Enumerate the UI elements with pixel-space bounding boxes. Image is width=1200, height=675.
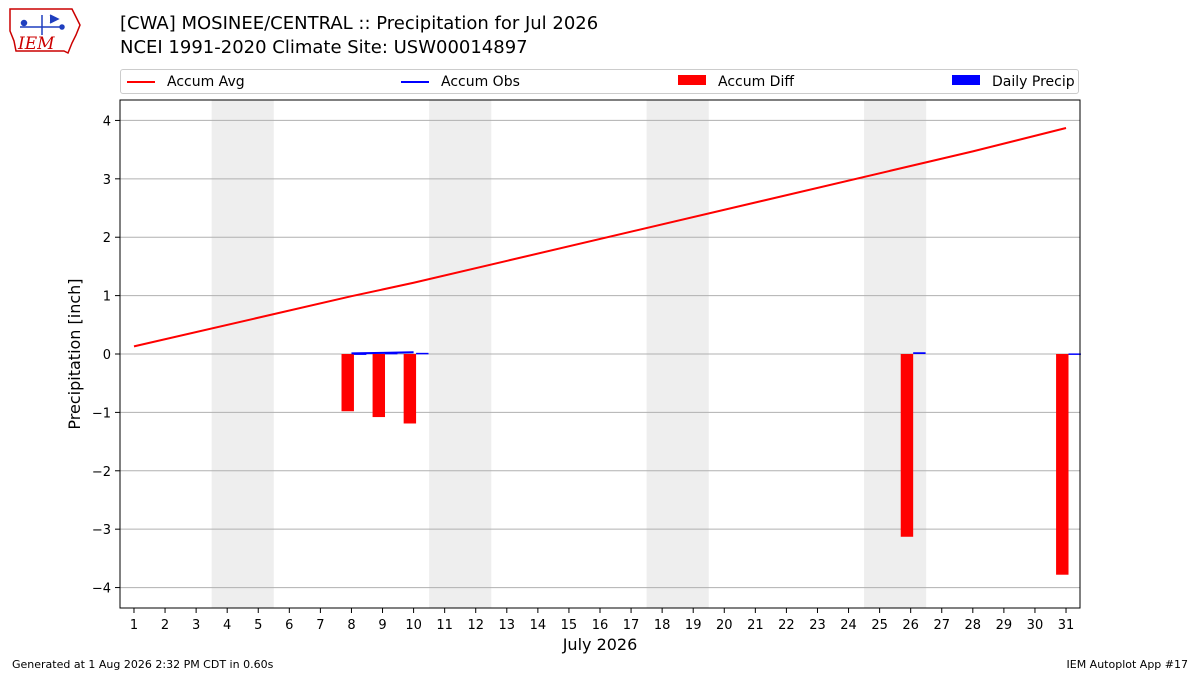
x-tick-label: 21 [747, 618, 764, 633]
logo-text: IEM [17, 34, 55, 54]
x-tick-label: 27 [933, 618, 950, 633]
accum-diff-bar [341, 354, 354, 412]
legend-label-accum-avg: Accum Avg [167, 74, 245, 90]
x-tick-label: 10 [405, 618, 422, 633]
title-line-1: [CWA] MOSINEE/CENTRAL :: Precipitation f… [120, 13, 599, 34]
legend-swatch-accum-diff [678, 75, 706, 85]
y-tick-label: −3 [92, 523, 111, 538]
x-tick-label: 29 [996, 618, 1013, 633]
weather-icon [20, 14, 65, 35]
title-line-2: NCEI 1991-2020 Climate Site: USW00014897 [120, 37, 528, 58]
y-tick-label: −4 [92, 582, 111, 597]
app-label: IEM Autoplot App #17 [1066, 658, 1189, 671]
x-tick-label: 7 [316, 618, 324, 633]
x-tick-label: 17 [623, 618, 640, 633]
y-axis-label: Precipitation [inch] [65, 278, 84, 429]
x-tick-label: 15 [561, 618, 578, 633]
accum-diff-bar [1056, 354, 1069, 575]
x-tick-label: 14 [530, 618, 547, 633]
y-tick-label: −1 [92, 406, 111, 421]
x-tick-label: 6 [285, 618, 293, 633]
x-tick-label: 26 [902, 618, 919, 633]
accum-diff-bar [403, 354, 417, 424]
y-tick-label: 3 [103, 173, 111, 188]
legend-swatch-accum-obs [401, 81, 429, 83]
accum-diff-bar [372, 354, 386, 418]
x-tick-label: 13 [499, 618, 516, 633]
accum-avg-line [133, 127, 1067, 348]
x-tick-label: 18 [654, 618, 671, 633]
x-tick-label: 11 [436, 618, 453, 633]
x-tick-label: 31 [1058, 618, 1075, 633]
x-tick-label: 22 [778, 618, 795, 633]
accum-diff-bar [900, 354, 914, 537]
x-tick-label: 30 [1027, 618, 1044, 633]
x-tick-label: 25 [871, 618, 888, 633]
y-tick-label: 4 [103, 114, 111, 129]
daily-precip-bar [1068, 353, 1081, 355]
x-tick-label: 4 [223, 618, 231, 633]
legend-swatch-daily-precip [952, 75, 980, 85]
daily-precip-bar [416, 352, 429, 355]
x-tick-label: 8 [347, 618, 355, 633]
legend-label-accum-obs: Accum Obs [441, 74, 520, 90]
y-tick-label: 1 [103, 290, 111, 305]
x-tick-label: 24 [840, 618, 857, 633]
legend-label-daily-precip: Daily Precip [992, 74, 1075, 90]
x-tick-label: 20 [716, 618, 733, 633]
legend-label-accum-diff: Accum Diff [718, 74, 795, 90]
legend-swatch-accum-avg [127, 81, 155, 83]
x-tick-label: 12 [467, 618, 484, 633]
chart-title: [CWA] MOSINEE/CENTRAL :: Precipitation f… [120, 12, 598, 60]
lines [133, 127, 1067, 355]
daily-precip-bar [913, 352, 926, 354]
x-tick-label: 2 [161, 618, 169, 633]
x-axis-label: July 2026 [562, 635, 638, 654]
x-tick-label: 28 [965, 618, 982, 633]
x-tick-label: 16 [592, 618, 609, 633]
y-tick-label: −2 [92, 465, 111, 480]
generated-note: Generated at 1 Aug 2026 2:32 PM CDT in 0… [12, 658, 274, 671]
y-tick-label: 2 [103, 231, 111, 246]
x-tick-label: 3 [192, 618, 200, 633]
x-tick-label: 5 [254, 618, 262, 633]
y-tick-label: 0 [103, 348, 111, 363]
x-tick-label: 23 [809, 618, 826, 633]
y-axis-ticks: −4 −3 −2 −1 0 1 2 3 4 [92, 114, 120, 597]
chart-legend: Accum Avg Accum Obs Accum Diff Daily Pre… [120, 69, 1079, 94]
x-tick-label: 1 [130, 618, 138, 633]
iem-logo: IEM [9, 8, 81, 55]
iowa-outline [9, 8, 81, 55]
accum-obs-line [351, 351, 414, 355]
x-tick-label: 9 [378, 618, 386, 633]
bars [341, 352, 1081, 575]
x-tick-label: 19 [685, 618, 702, 633]
x-axis-ticks: 1 2 3 4 5 6 7 8 9 10 11 12 13 14 15 16 17 18 19 20 21 22 23 24 2… [130, 608, 1074, 633]
